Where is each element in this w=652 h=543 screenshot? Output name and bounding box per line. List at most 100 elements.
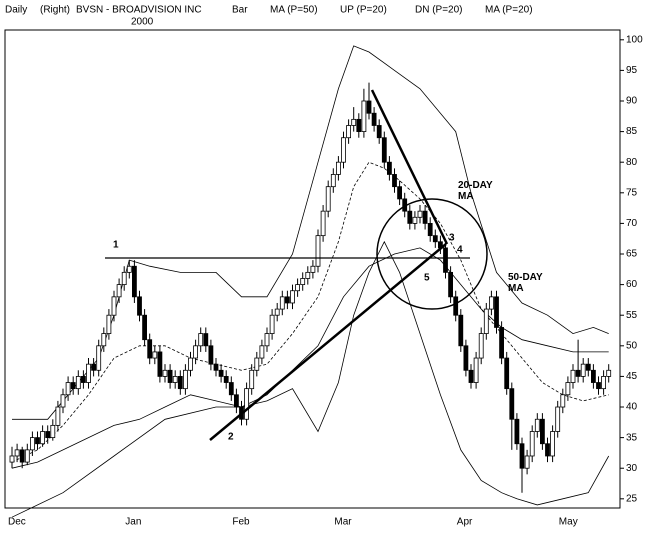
chart-title: BVSN - BROADVISION INC: [76, 5, 202, 16]
candle-body: [407, 210, 413, 224]
x-tick-label: Apr: [457, 517, 473, 528]
candle-body: [254, 357, 260, 371]
candle-body: [585, 363, 591, 371]
candle-body: [453, 296, 459, 316]
highlight-circle: [376, 198, 488, 310]
candle-body: [478, 333, 484, 359]
candle-body: [259, 345, 265, 359]
candle-body: [86, 363, 91, 383]
candle-body: [371, 112, 377, 126]
candle-body: [188, 357, 193, 371]
y-tick-label: 85: [626, 126, 638, 137]
candle-body: [116, 284, 122, 298]
axis-side: (Right): [40, 5, 70, 16]
candle-body: [233, 394, 239, 408]
y-tick-label: 70: [626, 218, 638, 229]
y-tick-label: 60: [626, 279, 638, 290]
candle-body: [596, 382, 601, 390]
candle-body: [330, 174, 336, 188]
candle-body: [208, 345, 214, 365]
candle-body: [290, 290, 295, 304]
candle-body: [580, 363, 586, 377]
candle-body: [381, 137, 387, 163]
legend-entry: MA (P=20): [485, 5, 533, 16]
candle-body: [458, 314, 464, 347]
x-tick-label: Jan: [125, 517, 141, 528]
y-tick-label: 100: [626, 34, 643, 45]
indicator-line: [11, 247, 609, 518]
annotation: 20-DAY MA: [458, 180, 493, 202]
plot-frame: [4, 29, 621, 509]
candle-body: [376, 125, 382, 139]
candle-body: [514, 418, 520, 445]
candle-body: [320, 210, 326, 237]
style-label: Bar: [232, 5, 248, 16]
annotation: 4: [457, 245, 463, 256]
indicator-line: [11, 240, 610, 506]
candle-body: [81, 376, 86, 383]
trend-line: [370, 89, 449, 245]
y-tick-label: 30: [626, 463, 638, 474]
candle-body: [203, 333, 209, 347]
candle-body: [70, 382, 76, 390]
candle-body: [392, 174, 397, 188]
candle-body: [137, 296, 142, 316]
candle-body: [540, 418, 545, 445]
legend-entry: DN (P=20): [415, 5, 463, 16]
candle-body: [534, 418, 540, 432]
y-tick-label: 55: [626, 310, 638, 321]
candle-body: [417, 210, 423, 218]
candle-body: [75, 376, 81, 390]
candle-body: [121, 271, 127, 286]
candle-body: [101, 333, 107, 347]
candle-body: [529, 431, 535, 457]
candle-body: [106, 314, 112, 334]
candle-body: [422, 210, 428, 224]
candle-body: [55, 406, 61, 426]
candle-body: [397, 186, 403, 200]
annotation-box: 20-DAY MA: [458, 180, 493, 202]
candle-body: [483, 308, 489, 334]
candle-body: [412, 216, 418, 224]
candle-body: [305, 271, 311, 279]
candle-body: [356, 118, 362, 132]
candle-body: [182, 369, 188, 390]
candle-body: [177, 376, 183, 390]
chart-subtitle: 2000: [131, 17, 154, 28]
annotation: 2: [228, 432, 234, 443]
candle-body: [443, 247, 448, 273]
candle-body: [249, 369, 255, 390]
candle-body: [427, 223, 433, 237]
y-tick-label: 45: [626, 371, 638, 382]
candle-body: [198, 333, 204, 347]
candle-body: [60, 394, 66, 408]
candle-body: [591, 369, 596, 383]
candle-body: [244, 388, 250, 420]
candle-body: [152, 351, 158, 359]
indicator-line: [12, 45, 609, 420]
candle-body: [295, 284, 301, 292]
y-tick-label: 75: [626, 187, 638, 198]
candle-body: [65, 382, 71, 396]
trend-line: [209, 243, 447, 441]
candle-body: [45, 431, 51, 439]
candle-body: [468, 369, 474, 383]
candle-body: [279, 296, 285, 310]
candle-body: [193, 345, 199, 359]
annotation: 50-DAY MA: [508, 272, 543, 294]
candle-body: [50, 424, 56, 439]
y-tick-label: 65: [626, 249, 638, 260]
overlay-drawing: [105, 89, 488, 441]
candle-body: [473, 357, 479, 383]
candle-body: [335, 161, 341, 175]
candle-body: [488, 296, 494, 310]
indicator-line: [11, 161, 609, 463]
candle-body: [601, 376, 606, 390]
candle-body: [494, 296, 499, 328]
candle-body: [550, 431, 555, 457]
y-tick-label: 35: [626, 432, 638, 443]
candle-body: [14, 449, 20, 457]
candle-body: [167, 369, 173, 383]
annotation: 5: [424, 273, 430, 284]
candle-body: [274, 308, 280, 316]
